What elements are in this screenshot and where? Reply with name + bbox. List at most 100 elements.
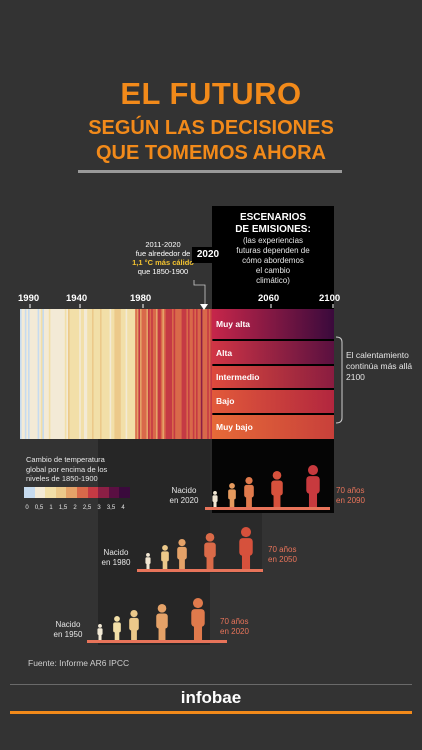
legend-swatch bbox=[45, 487, 56, 498]
warming-stripe bbox=[64, 309, 67, 439]
warming-stripe bbox=[93, 309, 96, 439]
warming-stripe bbox=[160, 309, 163, 439]
seventy-line: en 2090 bbox=[336, 495, 365, 505]
scenarios-title-line-1: ESCENARIOS bbox=[239, 212, 307, 223]
person-icon bbox=[306, 465, 320, 507]
warming-stripe bbox=[202, 309, 205, 439]
tick-label: 2060 bbox=[258, 293, 280, 304]
continuation-note: El calentamiento continúa más allá 2100 bbox=[346, 350, 413, 382]
warming-stripe bbox=[141, 309, 144, 439]
warming-stripe bbox=[148, 309, 150, 439]
warming-stripe bbox=[48, 309, 51, 439]
warming-stripe bbox=[42, 309, 45, 439]
warming-stripe bbox=[109, 309, 112, 439]
warming-stripe bbox=[207, 309, 210, 439]
person-icon bbox=[97, 624, 103, 640]
footer-divider bbox=[10, 684, 412, 685]
warming-stripe bbox=[104, 309, 107, 439]
scenario-bar-muy-alta bbox=[212, 309, 334, 339]
legend-tick: 0,5 bbox=[34, 505, 44, 511]
warming-stripe bbox=[69, 309, 72, 439]
warming-stripe bbox=[26, 309, 29, 439]
scenario-bar-intermedio bbox=[212, 366, 334, 388]
legend-tick: 1,5 bbox=[58, 505, 68, 511]
warming-stripe bbox=[74, 309, 77, 439]
scenario-bar-alta bbox=[212, 341, 334, 364]
warming-stripe bbox=[84, 309, 86, 439]
warming-stripe bbox=[88, 309, 91, 439]
seventy-label-2020: 70 años en 2020 bbox=[220, 617, 249, 636]
born-line: en 2020 bbox=[169, 495, 199, 505]
born-label-2020: Nacido en 2020 bbox=[164, 486, 204, 505]
warming-stripe bbox=[154, 309, 157, 439]
warming-stripe bbox=[106, 309, 109, 439]
scenarios-desc-line: futuras dependen de bbox=[236, 246, 310, 255]
subtitle-line-1: SEGÚN LAS DECISIONES bbox=[88, 117, 334, 139]
warming-stripe bbox=[130, 309, 133, 439]
warming-stripe bbox=[183, 309, 186, 439]
warming-stripe bbox=[189, 309, 192, 439]
legend-swatch bbox=[108, 487, 120, 498]
brand-logo: infobae bbox=[180, 688, 242, 707]
generation-line-1980 bbox=[137, 569, 263, 572]
warming-stripe bbox=[210, 309, 213, 439]
legend-swatch bbox=[98, 487, 109, 498]
warming-stripe bbox=[44, 309, 46, 439]
warming-stripe bbox=[34, 309, 37, 439]
warming-stripe bbox=[68, 309, 70, 439]
scenario-label-muy-bajo: Muy bajo bbox=[216, 422, 253, 432]
generation-line-2020 bbox=[205, 507, 330, 510]
legend-swatch bbox=[119, 487, 130, 498]
warming-stripe bbox=[138, 309, 141, 439]
warming-stripe bbox=[167, 309, 170, 439]
warming-stripe bbox=[95, 309, 98, 439]
warming-stripe bbox=[29, 309, 32, 439]
person-icon bbox=[129, 610, 139, 640]
column-1950 bbox=[98, 439, 210, 645]
warming-stripe bbox=[116, 309, 118, 439]
legend-title: Cambio de temperatura global por encima … bbox=[26, 455, 108, 483]
note-line: 2011-2020 bbox=[145, 240, 181, 249]
warming-stripe bbox=[186, 309, 189, 439]
tick-label: 2100 bbox=[319, 293, 341, 304]
warming-stripe bbox=[119, 309, 122, 439]
warming-stripe bbox=[172, 309, 174, 439]
warming-stripe bbox=[205, 309, 208, 439]
warming-stripe bbox=[178, 309, 181, 439]
scenarios-desc-line: climático) bbox=[256, 276, 290, 285]
warming-stripe bbox=[144, 309, 147, 439]
main-title: EL FUTURO bbox=[120, 76, 302, 111]
warming-stripe bbox=[23, 309, 26, 439]
scenario-bar-muy-bajo bbox=[212, 415, 334, 439]
warming-stripe bbox=[20, 309, 22, 439]
born-line: en 1950 bbox=[53, 629, 83, 639]
note-highlight: 1,1 °C más cálido bbox=[132, 258, 194, 267]
seventy-label-2090: 70 años en 2090 bbox=[336, 486, 365, 505]
born-label-1950: Nacido en 1950 bbox=[48, 620, 88, 639]
legend-swatch bbox=[55, 487, 67, 498]
warming-stripe bbox=[28, 309, 30, 439]
warming-stripe bbox=[208, 309, 211, 439]
warming-stripe bbox=[103, 309, 106, 439]
legend-tick: 2 bbox=[73, 505, 77, 511]
warming-stripe bbox=[181, 309, 184, 439]
person-icon bbox=[177, 539, 187, 569]
scenarios-description: (las experiencias futuras dependen de có… bbox=[212, 236, 334, 286]
warming-stripe bbox=[200, 309, 203, 439]
warming-stripe bbox=[114, 309, 117, 439]
legend-tick: 4 bbox=[121, 505, 125, 511]
warming-stripe bbox=[133, 309, 136, 439]
subtitle-line-2: QUE TOMEMOS AHORA bbox=[95, 142, 326, 164]
warming-stripe bbox=[152, 309, 155, 439]
legend-tick: 3,5 bbox=[106, 505, 116, 511]
seventy-line: 70 años bbox=[268, 545, 297, 554]
warming-stripe bbox=[21, 309, 24, 439]
legend-swatch bbox=[87, 487, 99, 498]
scenario-label-alta: Alta bbox=[216, 348, 232, 358]
warming-stripe bbox=[140, 309, 142, 439]
warming-stripe bbox=[101, 309, 104, 439]
warming-stripe bbox=[80, 309, 83, 439]
legend-color-bar bbox=[24, 487, 130, 498]
legend-swatch bbox=[66, 487, 77, 498]
